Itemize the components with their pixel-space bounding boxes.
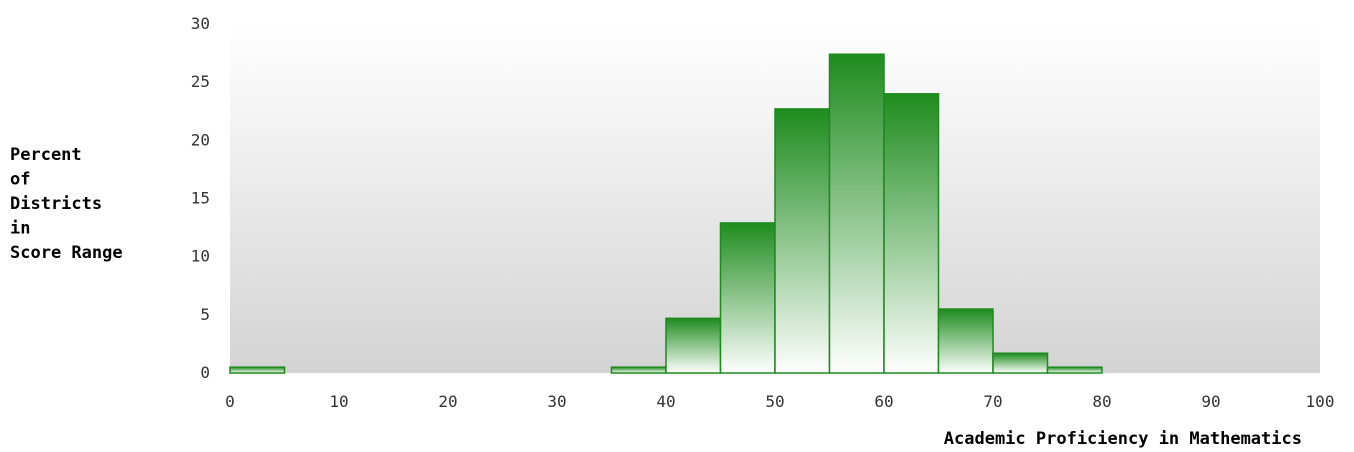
histogram-bar xyxy=(229,366,286,374)
y-axis-title-line: of xyxy=(10,170,30,190)
bars-group xyxy=(229,53,1103,374)
histogram-bar xyxy=(665,317,722,374)
x-tick-label: 70 xyxy=(983,392,1002,411)
y-tick-label: 5 xyxy=(200,305,210,324)
histogram-bar xyxy=(992,352,1049,374)
histogram-bar xyxy=(828,53,885,374)
y-axis-title-line: Percent xyxy=(10,145,82,165)
x-tick-label: 0 xyxy=(225,392,235,411)
x-axis-title: Academic Proficiency in Mathematics xyxy=(944,429,1302,449)
histogram-bar xyxy=(937,308,994,374)
x-axis-tick-labels: 0 10 20 30 40 50 60 70 80 90 100 xyxy=(225,392,1334,411)
x-tick-label: 40 xyxy=(656,392,675,411)
x-tick-label: 20 xyxy=(438,392,457,411)
x-tick-label: 100 xyxy=(1306,392,1335,411)
histogram-bar xyxy=(610,366,667,374)
x-tick-label: 90 xyxy=(1201,392,1220,411)
y-axis-title-line: Districts xyxy=(10,194,102,214)
x-tick-label: 80 xyxy=(1092,392,1111,411)
y-tick-label: 10 xyxy=(191,247,210,266)
y-axis-tick-labels: 0 5 10 15 20 25 30 xyxy=(191,14,210,382)
y-axis-title-line: Score Range xyxy=(10,243,123,263)
histogram-bar xyxy=(883,93,940,374)
y-tick-label: 25 xyxy=(191,72,210,91)
y-axis-title-line: in xyxy=(10,219,30,239)
x-tick-label: 60 xyxy=(874,392,893,411)
x-tick-label: 10 xyxy=(329,392,348,411)
y-tick-label: 0 xyxy=(200,363,210,382)
histogram-bar xyxy=(1046,366,1103,374)
y-tick-label: 15 xyxy=(191,189,210,208)
y-tick-label: 30 xyxy=(191,14,210,33)
x-tick-label: 30 xyxy=(547,392,566,411)
x-tick-label: 50 xyxy=(765,392,784,411)
y-axis-title: Percent of Districts in Score Range xyxy=(10,145,123,263)
histogram-bar xyxy=(719,222,776,374)
histogram-bar xyxy=(774,108,831,374)
y-tick-label: 20 xyxy=(191,130,210,149)
